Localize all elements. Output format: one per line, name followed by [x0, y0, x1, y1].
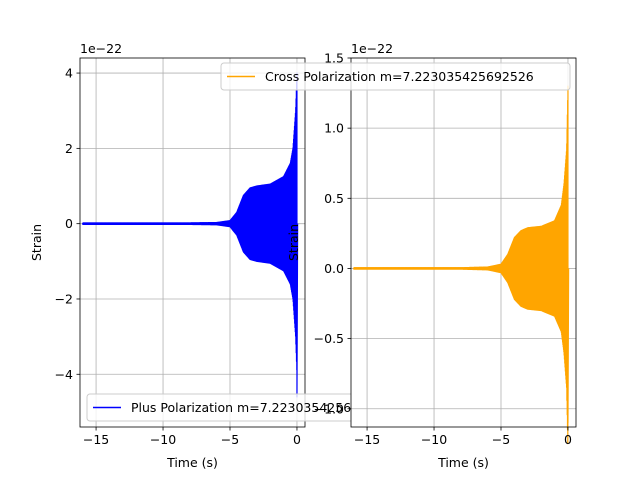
x-tick-label: −15	[354, 432, 380, 447]
y-offset-label: 1e−22	[80, 41, 122, 56]
series-line	[353, 85, 570, 445]
y-tick-label: 1.5	[324, 51, 344, 66]
x-axis-label: Time (s)	[437, 455, 489, 470]
y-tick-label: 0.5	[324, 191, 344, 206]
y-axis-label: Strain	[286, 224, 301, 261]
y-tick-label: 0	[65, 216, 73, 231]
y-tick-label: 2	[65, 141, 73, 156]
x-axis-ticks: −15 −10 −5 0	[354, 427, 572, 447]
x-tick-label: 0	[293, 432, 301, 447]
series-group	[353, 85, 570, 445]
y-tick-label: −4	[55, 367, 73, 382]
x-tick-label: −5	[221, 432, 239, 447]
axes-frame	[350, 57, 577, 428]
x-tick-label: −15	[83, 432, 109, 447]
series-line	[82, 72, 299, 398]
legend: Cross Polarization m=7.223035425692526	[220, 62, 571, 91]
y-tick-label: 0.0	[324, 261, 344, 276]
x-axis-label: Time (s)	[166, 455, 218, 470]
y-tick-label: 1.0	[324, 121, 344, 136]
y-axis-ticks: −4 −2 0 2 4	[55, 66, 80, 382]
x-tick-label: −10	[150, 432, 176, 447]
series-group	[82, 72, 299, 398]
y-axis-label: Strain	[29, 224, 44, 261]
y-tick-label: −1.0	[314, 401, 344, 416]
x-tick-label: 0	[564, 432, 572, 447]
x-tick-label: −5	[492, 432, 510, 447]
x-axis-ticks: −15 −10 −5 0	[83, 427, 301, 447]
y-offset-label: 1e−22	[351, 41, 393, 56]
y-tick-label: −2	[55, 291, 73, 306]
y-tick-label: 4	[65, 66, 73, 81]
axes-frame	[79, 57, 306, 428]
y-tick-label: −0.5	[314, 331, 344, 346]
legend-label: Plus Polarization m=7.223035425692526	[131, 400, 391, 415]
legend-label: Cross Polarization m=7.223035425692526	[265, 69, 534, 84]
x-tick-label: −10	[421, 432, 447, 447]
legend: Plus Polarization m=7.223035425692526	[86, 393, 391, 422]
y-axis-ticks: −1.0 −0.5 0.0 0.5 1.0 1.5	[314, 51, 351, 416]
legend-box	[220, 62, 571, 91]
plot-panel-cross: −15 −10 −5 0 −1.0−0.50.00.51.01.5 Time (s) …	[220, 41, 577, 470]
